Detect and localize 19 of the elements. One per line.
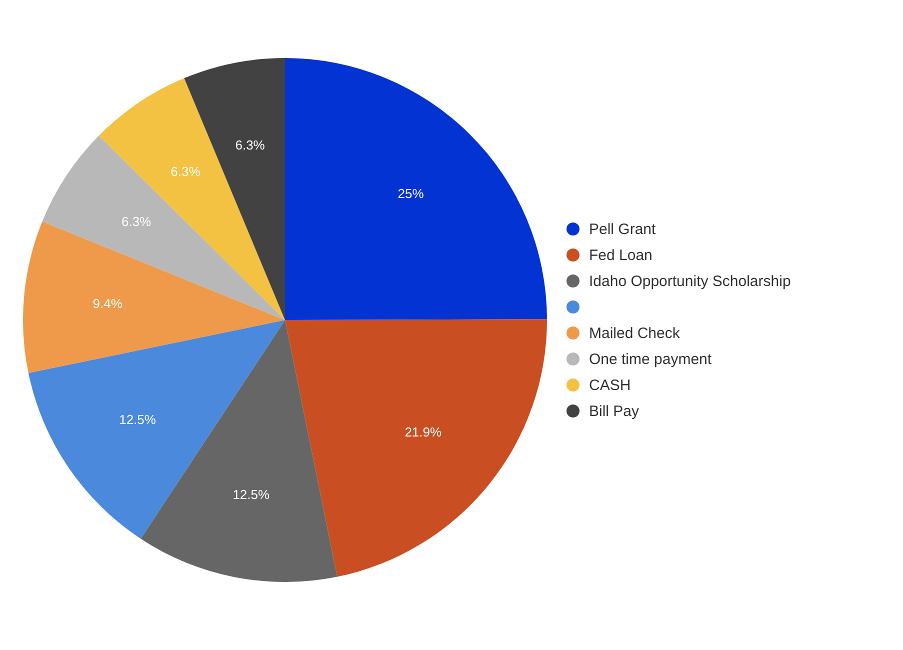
data-label: 6.3% — [121, 214, 152, 229]
pie-slice — [285, 319, 547, 577]
legend-label: CASH — [589, 377, 631, 394]
legend-label: Bill Pay — [589, 403, 640, 420]
data-label: 6.3% — [170, 164, 201, 180]
legend-label: Pell Grant — [589, 221, 657, 238]
pie-slice — [42, 136, 285, 320]
pie-slice — [285, 58, 547, 320]
pie-slice — [28, 320, 285, 539]
legend-label: Fed Loan — [589, 247, 652, 264]
legend-label: Idaho Opportunity Scholarship — [589, 273, 791, 290]
data-label: 12.5% — [119, 412, 156, 427]
data-label: 9.4% — [92, 296, 123, 311]
data-label: 12.5% — [232, 486, 270, 502]
data-label: 21.9% — [404, 424, 442, 440]
legend-label: One time payment — [589, 351, 712, 368]
legend-label: Mailed Check — [589, 325, 680, 342]
data-label: 6.3% — [235, 137, 266, 152]
data-label: 25% — [398, 186, 424, 201]
